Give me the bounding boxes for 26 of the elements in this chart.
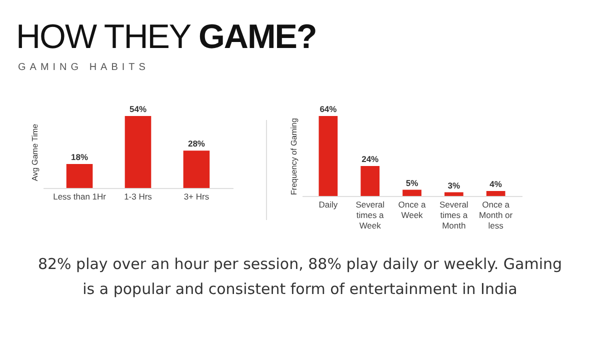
x-tick-label: Once a Month or less — [479, 200, 513, 230]
x-tick-label: Less than 1Hr — [53, 192, 106, 202]
bar — [402, 190, 422, 196]
x-tick-label: Several times a Month — [439, 200, 468, 230]
x-tick-label: 3+ Hrs — [184, 192, 210, 202]
data-label: 64% — [320, 104, 338, 114]
data-label: 54% — [129, 104, 147, 114]
data-label: 3% — [448, 180, 460, 190]
x-tick-label: Several times a Week — [356, 200, 385, 230]
x-tick-label: Daily — [318, 200, 338, 210]
data-label: 24% — [362, 154, 380, 164]
x-tick-label: 1-3 Hrs — [124, 192, 152, 202]
bar — [318, 116, 338, 196]
chart-title: HOW THEY GAME? — [16, 18, 316, 57]
chart-subtitle: GAMING HABITS — [18, 62, 150, 73]
bar — [360, 166, 380, 196]
data-label: 18% — [71, 152, 88, 162]
y-axis-title: Avg Game Time — [30, 123, 40, 182]
data-label: 5% — [406, 178, 419, 188]
x-tick-label: Once a Week — [398, 200, 426, 220]
data-label: 28% — [188, 138, 206, 149]
text: 82% play over an hour per session, 88% play daily or weekly. Gaming is a popular and consistent form of entertainment in India — [36, 254, 564, 300]
bar — [444, 192, 464, 196]
y-axis-title: Frequency of Gaming — [290, 118, 298, 195]
data-label: 4% — [490, 179, 502, 189]
bar — [486, 191, 506, 196]
